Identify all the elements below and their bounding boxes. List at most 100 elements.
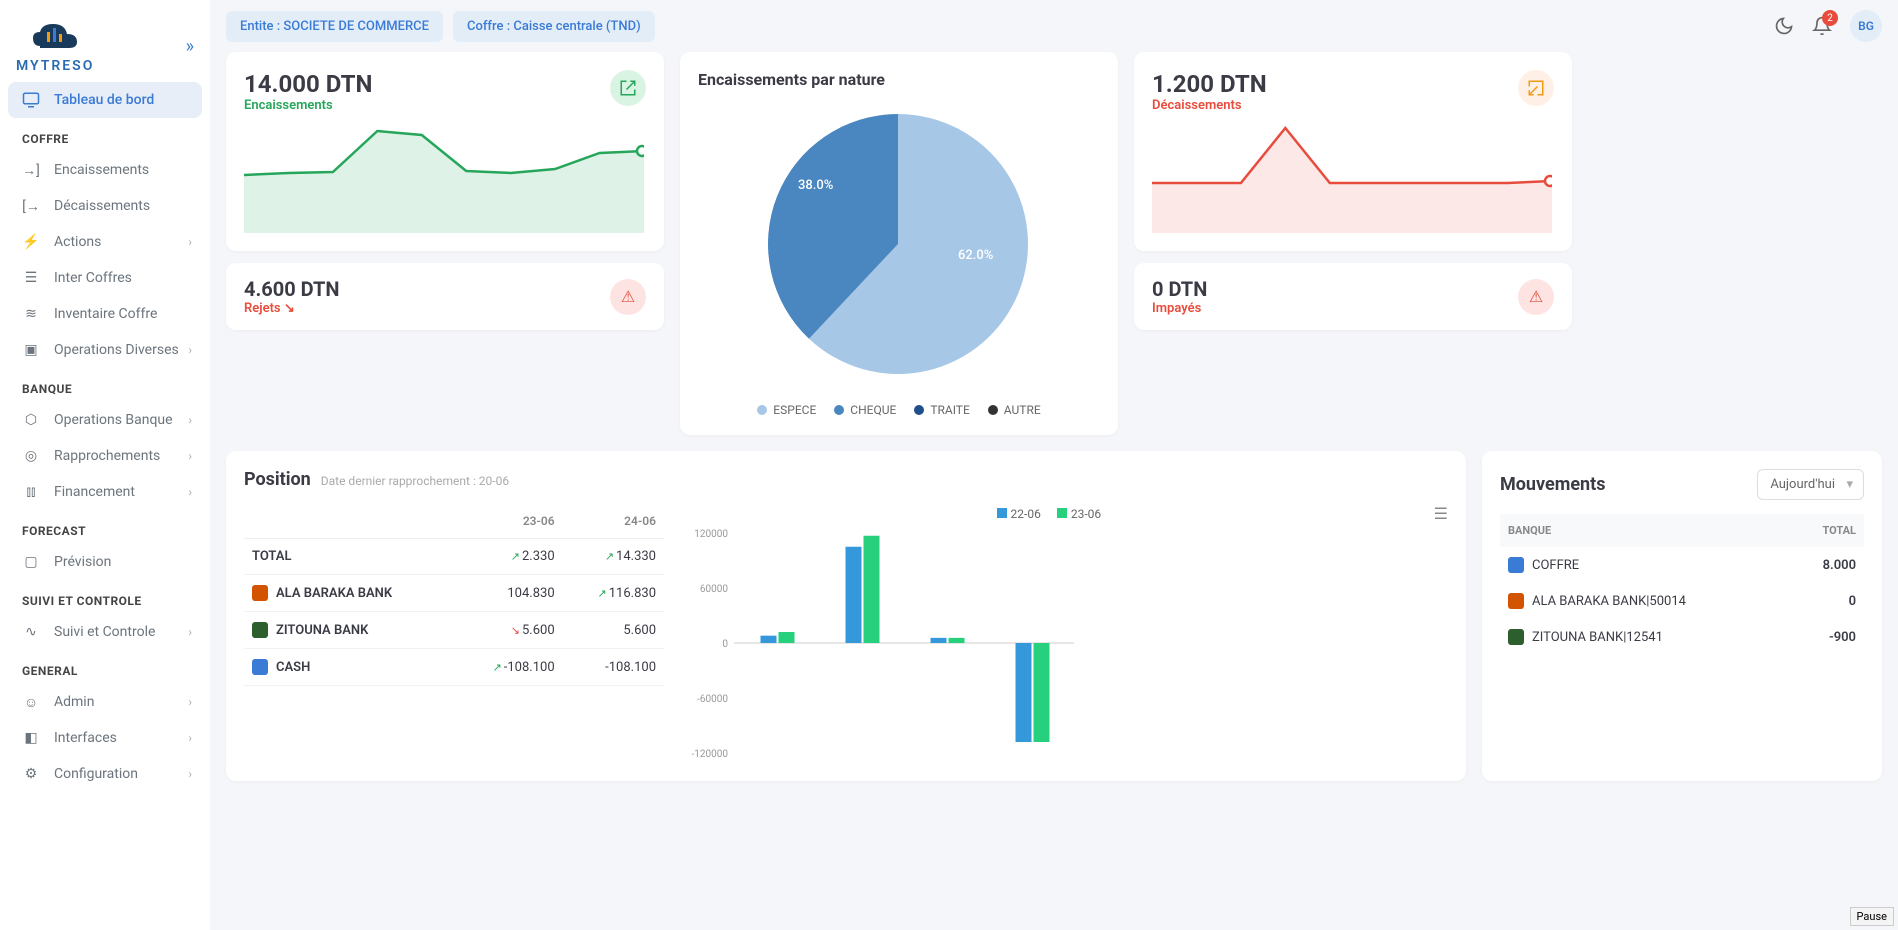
login-icon: →] — [22, 161, 40, 179]
filter-tags: Entite : SOCIETE DE COMMERCE Coffre : Ca… — [226, 11, 655, 42]
sidebar-item-financement[interactable]: ⫾⫾Financement› — [8, 474, 202, 510]
chevron-right-icon: › — [188, 449, 192, 463]
position-subtitle: Date dernier rapprochement : 20-06 — [321, 474, 509, 488]
list-icon: ☰ — [22, 269, 40, 287]
sidebar: MYTRESO » Tableau de bord COFFRE →]Encai… — [0, 0, 210, 930]
svg-text:-60000: -60000 — [697, 694, 728, 705]
impayes-label: Impayés — [1152, 301, 1207, 316]
sidebar-item-label: Tableau de bord — [54, 92, 154, 108]
table-row[interactable]: ZITOUNA BANK|12541-900 — [1500, 619, 1864, 655]
encaissements-label: Encaissements — [244, 98, 372, 113]
table-row[interactable]: CASH↗-108.100-108.100 — [244, 649, 664, 686]
sidebar-item-actions[interactable]: ⚡Actions› — [8, 224, 202, 260]
encaissements-card: 14.000 DTN Encaissements — [226, 52, 664, 251]
encaissements-action-icon[interactable] — [610, 70, 646, 106]
chevron-right-icon: › — [188, 695, 192, 709]
svg-text:-120000: -120000 — [692, 749, 729, 760]
svg-text:0: 0 — [722, 639, 728, 650]
chart-menu-icon[interactable]: ☰ — [1434, 504, 1448, 523]
position-card: Position Date dernier rapprochement : 20… — [226, 451, 1466, 781]
panel-icon: ◧ — [22, 729, 40, 747]
pause-button[interactable]: Pause — [1850, 907, 1894, 926]
pie-card: Encaissements par nature 62.0%38.0% ESPE… — [680, 52, 1118, 435]
main-content: Entite : SOCIETE DE COMMERCE Coffre : Ca… — [210, 0, 1898, 930]
sidebar-item-prevision[interactable]: ▢Prévision — [8, 544, 202, 580]
table-row[interactable]: COFFRE8.000 — [1500, 547, 1864, 583]
archive-icon: ▣ — [22, 341, 40, 359]
sidebar-item-opdiverses[interactable]: ▣Operations Diverses› — [8, 332, 202, 368]
logout-icon: [→ — [22, 197, 40, 215]
alert-icon[interactable]: ⚠ — [1518, 279, 1554, 315]
decaissements-card: 1.200 DTN Décaissements — [1134, 52, 1572, 251]
position-title: Position — [244, 469, 311, 490]
section-coffre: COFFRE — [8, 118, 202, 152]
monitor-icon — [22, 91, 40, 109]
activity-icon: ∿ — [22, 623, 40, 641]
legend-item: AUTRE — [988, 403, 1041, 417]
pie-chart: 62.0%38.0% — [698, 99, 1098, 389]
bar-legend: 22-0623-06 — [997, 507, 1102, 521]
chevron-right-icon: › — [188, 485, 192, 499]
svg-text:120000: 120000 — [694, 529, 728, 540]
chevron-right-icon: › — [188, 731, 192, 745]
position-bar-chart: 22-0623-06 ☰ -120000 -60000 0 60000 120000 — [684, 504, 1448, 763]
pie-legend: ESPECE CHEQUE TRAITE AUTRE — [698, 403, 1100, 417]
notifications-button[interactable]: 2 — [1812, 16, 1832, 36]
table-row[interactable]: ALA BARAKA BANK104.830↗116.830 — [244, 575, 664, 612]
table-row[interactable]: TOTAL↗2.330↗14.330 — [244, 539, 664, 575]
encaissements-sparkline — [244, 113, 644, 233]
topbar: Entite : SOCIETE DE COMMERCE Coffre : Ca… — [226, 10, 1882, 42]
sidebar-item-dashboard[interactable]: Tableau de bord — [8, 82, 202, 118]
table-row[interactable]: ALA BARAKA BANK|500140 — [1500, 583, 1864, 619]
chevron-right-icon: › — [188, 413, 192, 427]
position-table: 23-0624-06TOTAL↗2.330↗14.330ALA BARAKA B… — [244, 504, 664, 763]
sidebar-item-inventaire[interactable]: ≋Inventaire Coffre — [8, 296, 202, 332]
entite-tag[interactable]: Entite : SOCIETE DE COMMERCE — [226, 11, 443, 42]
coffre-tag[interactable]: Coffre : Caisse centrale (TND) — [453, 11, 655, 42]
svg-text:60000: 60000 — [700, 584, 728, 595]
cloud-logo-icon — [25, 18, 85, 58]
sidebar-item-intercoffres[interactable]: ☰Inter Coffres — [8, 260, 202, 296]
sidebar-item-interfaces[interactable]: ◧Interfaces› — [8, 720, 202, 756]
mouvements-card: Mouvements Aujourd'hui BANQUETOTALCOFFRE… — [1482, 451, 1882, 781]
decaissements-value: 1.200 DTN — [1152, 70, 1267, 98]
cube-icon: ⬡ — [22, 411, 40, 429]
legend-item: ESPECE — [757, 403, 816, 417]
encaissements-value: 14.000 DTN — [244, 70, 372, 98]
layers-icon: ≋ — [22, 305, 40, 323]
sidebar-item-admin[interactable]: ☺Admin› — [8, 684, 202, 720]
logo-area: MYTRESO » — [8, 10, 202, 82]
pie-title: Encaissements par nature — [698, 70, 1100, 89]
collapse-sidebar-icon[interactable]: » — [186, 36, 194, 57]
calendar-icon: ▢ — [22, 553, 40, 571]
sidebar-item-rapprochements[interactable]: ◎Rapprochements› — [8, 438, 202, 474]
bars-icon: ⫾⫾ — [22, 483, 40, 501]
chevron-right-icon: › — [188, 235, 192, 249]
topbar-actions: 2 BG — [1774, 10, 1882, 42]
decaissements-action-icon[interactable] — [1518, 70, 1554, 106]
gear-icon: ⚙ — [22, 765, 40, 783]
section-forecast: FORECAST — [8, 510, 202, 544]
impayes-card: 0 DTN Impayés ⚠ — [1134, 263, 1572, 330]
notification-badge: 2 — [1822, 10, 1838, 26]
decaissements-label: Décaissements — [1152, 98, 1267, 113]
section-general: GENERAL — [8, 650, 202, 684]
user-avatar[interactable]: BG — [1850, 10, 1882, 42]
logo: MYTRESO — [16, 18, 94, 74]
mouvements-title: Mouvements — [1500, 474, 1605, 495]
sidebar-item-configuration[interactable]: ⚙Configuration› — [8, 756, 202, 792]
legend-item: CHEQUE — [834, 403, 896, 417]
alert-icon[interactable]: ⚠ — [610, 279, 646, 315]
bolt-icon: ⚡ — [22, 233, 40, 251]
dark-mode-icon[interactable] — [1774, 16, 1794, 36]
sidebar-item-opbanque[interactable]: ⬡Operations Banque› — [8, 402, 202, 438]
decaissements-sparkline — [1152, 113, 1552, 233]
rejets-value: 4.600 DTN — [244, 277, 340, 301]
table-row[interactable]: ZITOUNA BANK↘5.6005.600 — [244, 612, 664, 649]
period-select[interactable]: Aujourd'hui — [1757, 469, 1864, 500]
svg-text:38.0%: 38.0% — [798, 178, 833, 193]
sidebar-item-decaissements[interactable]: [→Décaissements — [8, 188, 202, 224]
sidebar-item-suivi[interactable]: ∿Suivi et Controle› — [8, 614, 202, 650]
legend-item: TRAITE — [914, 403, 969, 417]
sidebar-item-encaissements[interactable]: →]Encaissements — [8, 152, 202, 188]
